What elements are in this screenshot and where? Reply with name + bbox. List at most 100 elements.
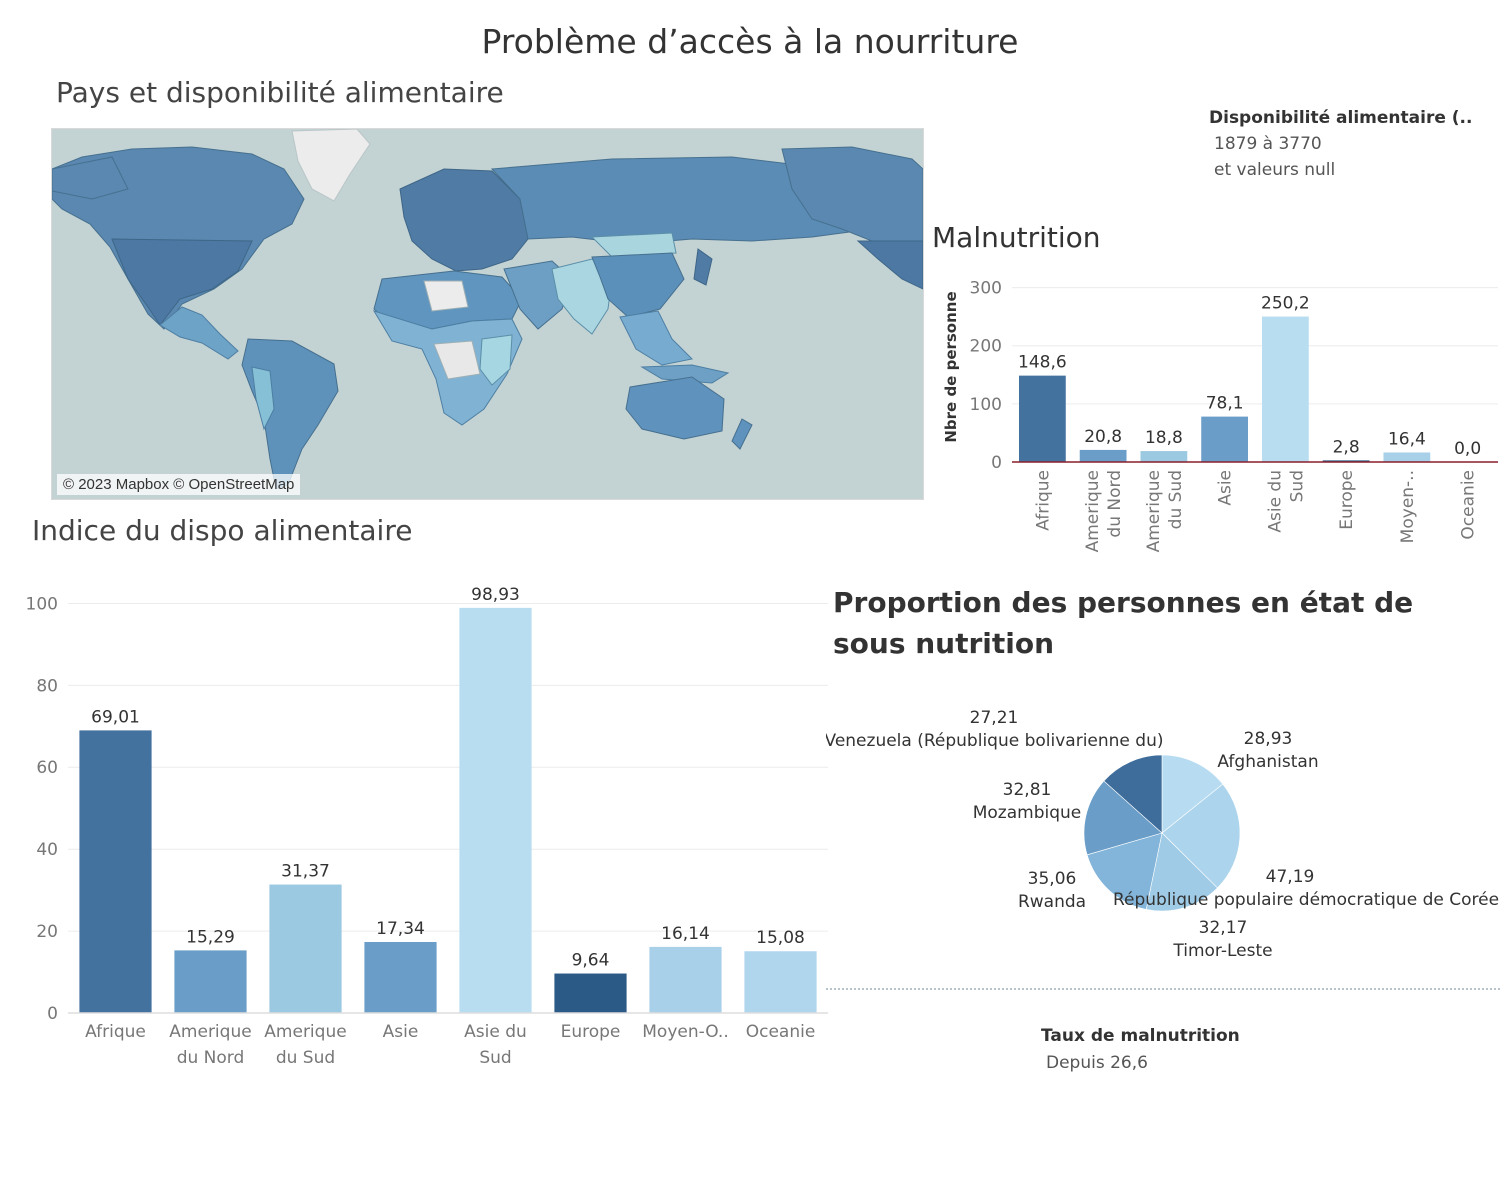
x-tick-label: Amerique xyxy=(1144,470,1164,552)
bar xyxy=(79,730,152,1013)
map-region-australia xyxy=(625,376,725,440)
bar-value-label: 15,08 xyxy=(756,928,805,948)
x-tick-label: Amerique xyxy=(264,1022,346,1042)
malnutrition-chart: 0 100 200 300 Nbre de personne 148,6 Afrique 20… xyxy=(942,279,1498,552)
map-region-south-america xyxy=(241,338,339,490)
y-tick-label: 80 xyxy=(36,676,58,696)
bar-value-label: 2,8 xyxy=(1333,437,1360,457)
y-axis-label: Nbre de personne xyxy=(942,291,960,442)
map-region-southeast-asia xyxy=(619,310,694,366)
y-tick-label: 100 xyxy=(26,594,58,614)
y-tick-label: 100 xyxy=(970,395,1002,415)
page-title: Problème d’accès à la nourriture xyxy=(481,22,1019,61)
map-region-east-africa xyxy=(479,334,513,386)
y-tick-label: 40 xyxy=(36,840,58,860)
bar-value-label: 148,6 xyxy=(1018,353,1067,373)
bar-value-label: 18,8 xyxy=(1145,428,1183,448)
y-tick-label: 300 xyxy=(970,279,1002,299)
pie-name-label: Afghanistan xyxy=(1217,752,1318,772)
indice-chart: 0 20 40 60 80 100 69,01 Afrique 15,29 Amerique du … xyxy=(26,585,828,1068)
x-tick-label: Amerique xyxy=(1083,470,1103,552)
pie-value-label: 32,17 xyxy=(1199,918,1248,938)
bar xyxy=(744,951,817,1013)
map-region-greenland xyxy=(291,129,371,202)
x-tick-label: Oceanie xyxy=(746,1022,816,1042)
divider xyxy=(826,988,1500,990)
bar xyxy=(459,607,532,1013)
pie-value-label: 28,93 xyxy=(1244,729,1293,749)
map-credit[interactable]: © 2023 Mapbox © OpenStreetMap xyxy=(57,474,301,495)
map-region-central-africa-null xyxy=(433,340,481,380)
bar xyxy=(1140,451,1188,462)
indice-title: Indice du dispo alimentaire xyxy=(32,514,413,547)
x-tick-label: du Nord xyxy=(177,1048,245,1068)
x-tick-label: Afrique xyxy=(85,1022,146,1042)
pie-name-label: Rwanda xyxy=(1018,892,1086,912)
taux-legend-title: Taux de malnutrition xyxy=(1041,1026,1240,1046)
map-region-usa-wrap xyxy=(856,240,923,290)
proportion-pie-chart: 28,93 Afghanistan 47,19 République populair… xyxy=(826,708,1499,961)
pie-slice xyxy=(1145,832,1218,912)
bar-value-label: 16,4 xyxy=(1388,429,1426,449)
x-tick-label: Asie xyxy=(383,1022,419,1042)
bar xyxy=(554,973,627,1013)
pie-name-label: République populaire démocratique de Cor… xyxy=(1113,890,1499,910)
bar-value-label: 15,29 xyxy=(186,927,235,947)
x-tick-label: Afrique xyxy=(1033,470,1053,531)
map-region-europe xyxy=(399,168,529,272)
map-region-usa xyxy=(111,238,253,326)
bar-value-label: 20,8 xyxy=(1084,427,1122,447)
map-region-andes xyxy=(251,366,275,431)
x-tick-label: du Nord xyxy=(1105,470,1125,538)
x-tick-label: du Sud xyxy=(276,1048,335,1068)
x-tick-label: Moyen-.. xyxy=(1398,470,1418,543)
map-region-indonesia xyxy=(640,364,730,384)
taux-legend-value: Depuis 26,6 xyxy=(1046,1053,1148,1073)
bar xyxy=(1018,375,1066,462)
bar xyxy=(1383,452,1431,462)
x-tick-label: Asie du xyxy=(464,1022,527,1042)
legend-null: et valeurs null xyxy=(1214,160,1336,180)
bar-value-label: 31,37 xyxy=(281,862,330,882)
map-region-alaska xyxy=(52,156,129,200)
map-region-mongolia xyxy=(590,232,677,258)
proportion-title: Proportion des personnes en état de sous… xyxy=(833,586,1414,660)
y-tick-label: 60 xyxy=(36,758,58,778)
pie-slice xyxy=(1083,780,1163,856)
x-tick-label: Asie xyxy=(1216,470,1236,506)
bar-value-label: 17,34 xyxy=(376,919,425,939)
map-canvas xyxy=(52,129,923,490)
x-tick-label: Europe xyxy=(1337,470,1357,530)
map-region-central-america xyxy=(159,306,239,360)
bar-value-label: 98,93 xyxy=(471,585,520,605)
pie-slice xyxy=(1103,754,1163,834)
legend-title: Disponibilité alimentaire (.. xyxy=(1209,108,1473,128)
y-tick-label: 0 xyxy=(991,453,1002,473)
legend-range: 1879 à 3770 xyxy=(1214,134,1322,154)
world-map[interactable] xyxy=(51,128,924,500)
bar xyxy=(364,941,437,1013)
malnutrition-title: Malnutrition xyxy=(932,221,1101,254)
pie-slice xyxy=(1086,832,1163,910)
map-region-japan xyxy=(693,248,713,286)
bar-value-label: 0,0 xyxy=(1454,439,1481,459)
map-region-sahel-null xyxy=(423,280,469,312)
pie-slice xyxy=(1161,754,1224,834)
bar-value-label: 250,2 xyxy=(1261,294,1310,314)
map-region-new-zealand xyxy=(731,418,753,450)
map-title: Pays et disponibilité alimentaire xyxy=(56,76,504,109)
bar-value-label: 78,1 xyxy=(1206,394,1244,414)
pie-name-label: Timor-Leste xyxy=(1172,941,1272,961)
bar xyxy=(649,946,722,1013)
bar-value-label: 69,01 xyxy=(91,707,140,727)
pie-value-label: 47,19 xyxy=(1266,867,1315,887)
x-tick-label: Moyen-O.. xyxy=(642,1022,728,1042)
x-tick-label: Sud xyxy=(479,1048,511,1068)
x-tick-label: Europe xyxy=(561,1022,621,1042)
pie-name-label: Venezuela (République bolivarienne du) xyxy=(826,731,1163,751)
bar xyxy=(1201,416,1249,462)
bar xyxy=(174,950,247,1013)
pie-slice xyxy=(1161,783,1241,889)
pie-value-label: 32,81 xyxy=(1003,780,1052,800)
y-tick-label: 20 xyxy=(36,922,58,942)
